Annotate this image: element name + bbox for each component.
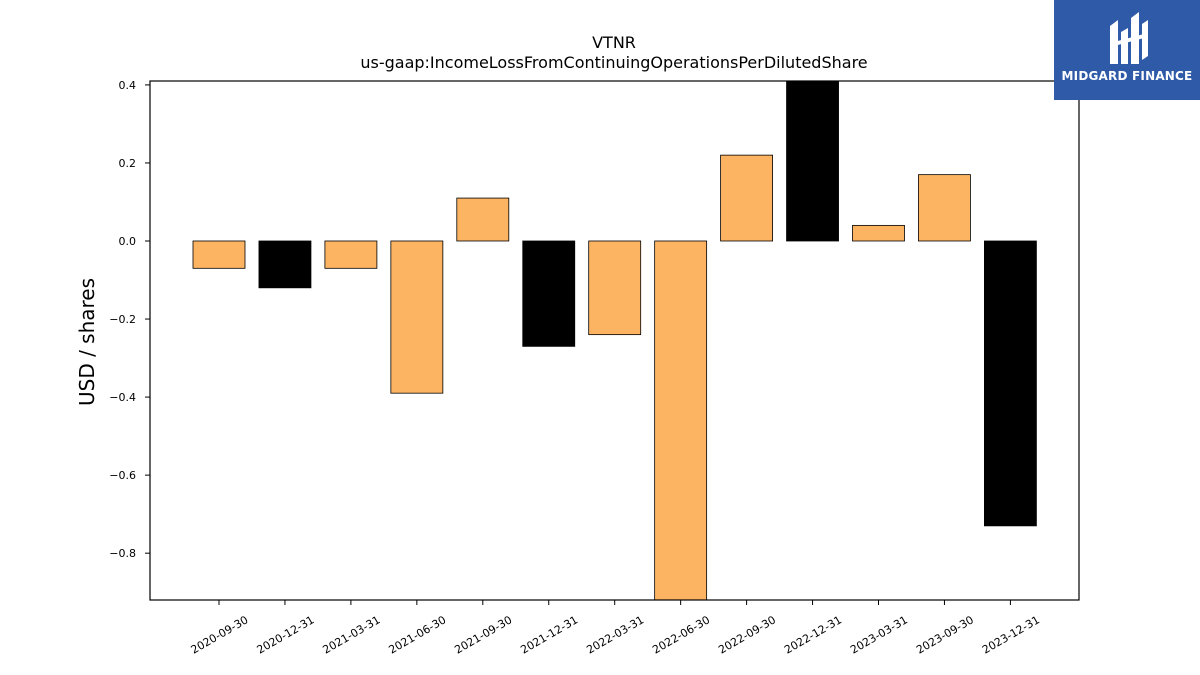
- bar-2022-12-31: [786, 80, 839, 242]
- y-tick-label: 0.2: [119, 157, 137, 170]
- x-tick-label: 2022-12-31: [782, 613, 844, 656]
- x-tick-label: 2020-09-30: [189, 613, 251, 656]
- logo-text: MIDGARD FINANCE: [1061, 69, 1193, 83]
- bar-2021-03-31: [324, 240, 378, 269]
- bar-2021-06-30: [390, 240, 444, 394]
- y-tick-label: 0.4: [119, 79, 137, 92]
- bar-2022-06-30: [654, 240, 708, 601]
- chart-title: VTNR: [592, 33, 636, 52]
- bar-2020-09-30: [192, 240, 246, 269]
- y-tick-label: −0.6: [109, 469, 136, 482]
- y-axis-label: USD / shares: [75, 278, 99, 406]
- x-tick-label: 2021-09-30: [452, 613, 514, 656]
- y-tick-label: −0.2: [109, 313, 136, 326]
- x-tick-label: 2023-03-31: [848, 613, 910, 656]
- bar-2021-12-31: [522, 240, 576, 347]
- y-ticks: 0.4 0.2 0.0 −0.2 −0.4 −0.6 −0.8: [109, 79, 150, 560]
- x-tick-label: 2023-12-31: [980, 613, 1042, 656]
- x-tick-label: 2020-12-31: [255, 613, 317, 656]
- bars-layer: [192, 80, 1037, 601]
- logo-mark-icon: [1110, 12, 1148, 64]
- bar-2023-12-31: [984, 240, 1037, 527]
- y-tick-label: −0.8: [109, 547, 136, 560]
- brand-logo: MIDGARD FINANCE: [1054, 0, 1200, 100]
- bar-2022-09-30: [720, 154, 773, 242]
- x-tick-label: 2021-03-31: [321, 613, 383, 656]
- x-tick-label: 2021-12-31: [518, 613, 580, 656]
- plot-frame: [149, 80, 1080, 601]
- x-tick-label: 2022-03-31: [584, 613, 646, 656]
- chart-subtitle: us-gaap:IncomeLossFromContinuingOperatio…: [360, 53, 867, 72]
- bar-2023-09-30: [918, 174, 971, 242]
- x-tick-label: 2022-09-30: [716, 613, 778, 656]
- y-tick-label: −0.4: [109, 391, 136, 404]
- x-tick-label: 2021-06-30: [386, 613, 448, 656]
- x-ticks: 2020-09-30 2020-12-31 2021-03-31 2021-06-30…: [189, 600, 1042, 657]
- y-tick-label: 0.0: [119, 235, 137, 248]
- bar-2023-03-31: [852, 224, 905, 242]
- bar-2022-03-31: [588, 240, 642, 336]
- bar-2020-12-31: [258, 240, 312, 289]
- bar-2021-09-30: [456, 197, 510, 242]
- x-tick-label: 2022-06-30: [650, 613, 712, 656]
- x-tick-label: 2023-09-30: [914, 613, 976, 656]
